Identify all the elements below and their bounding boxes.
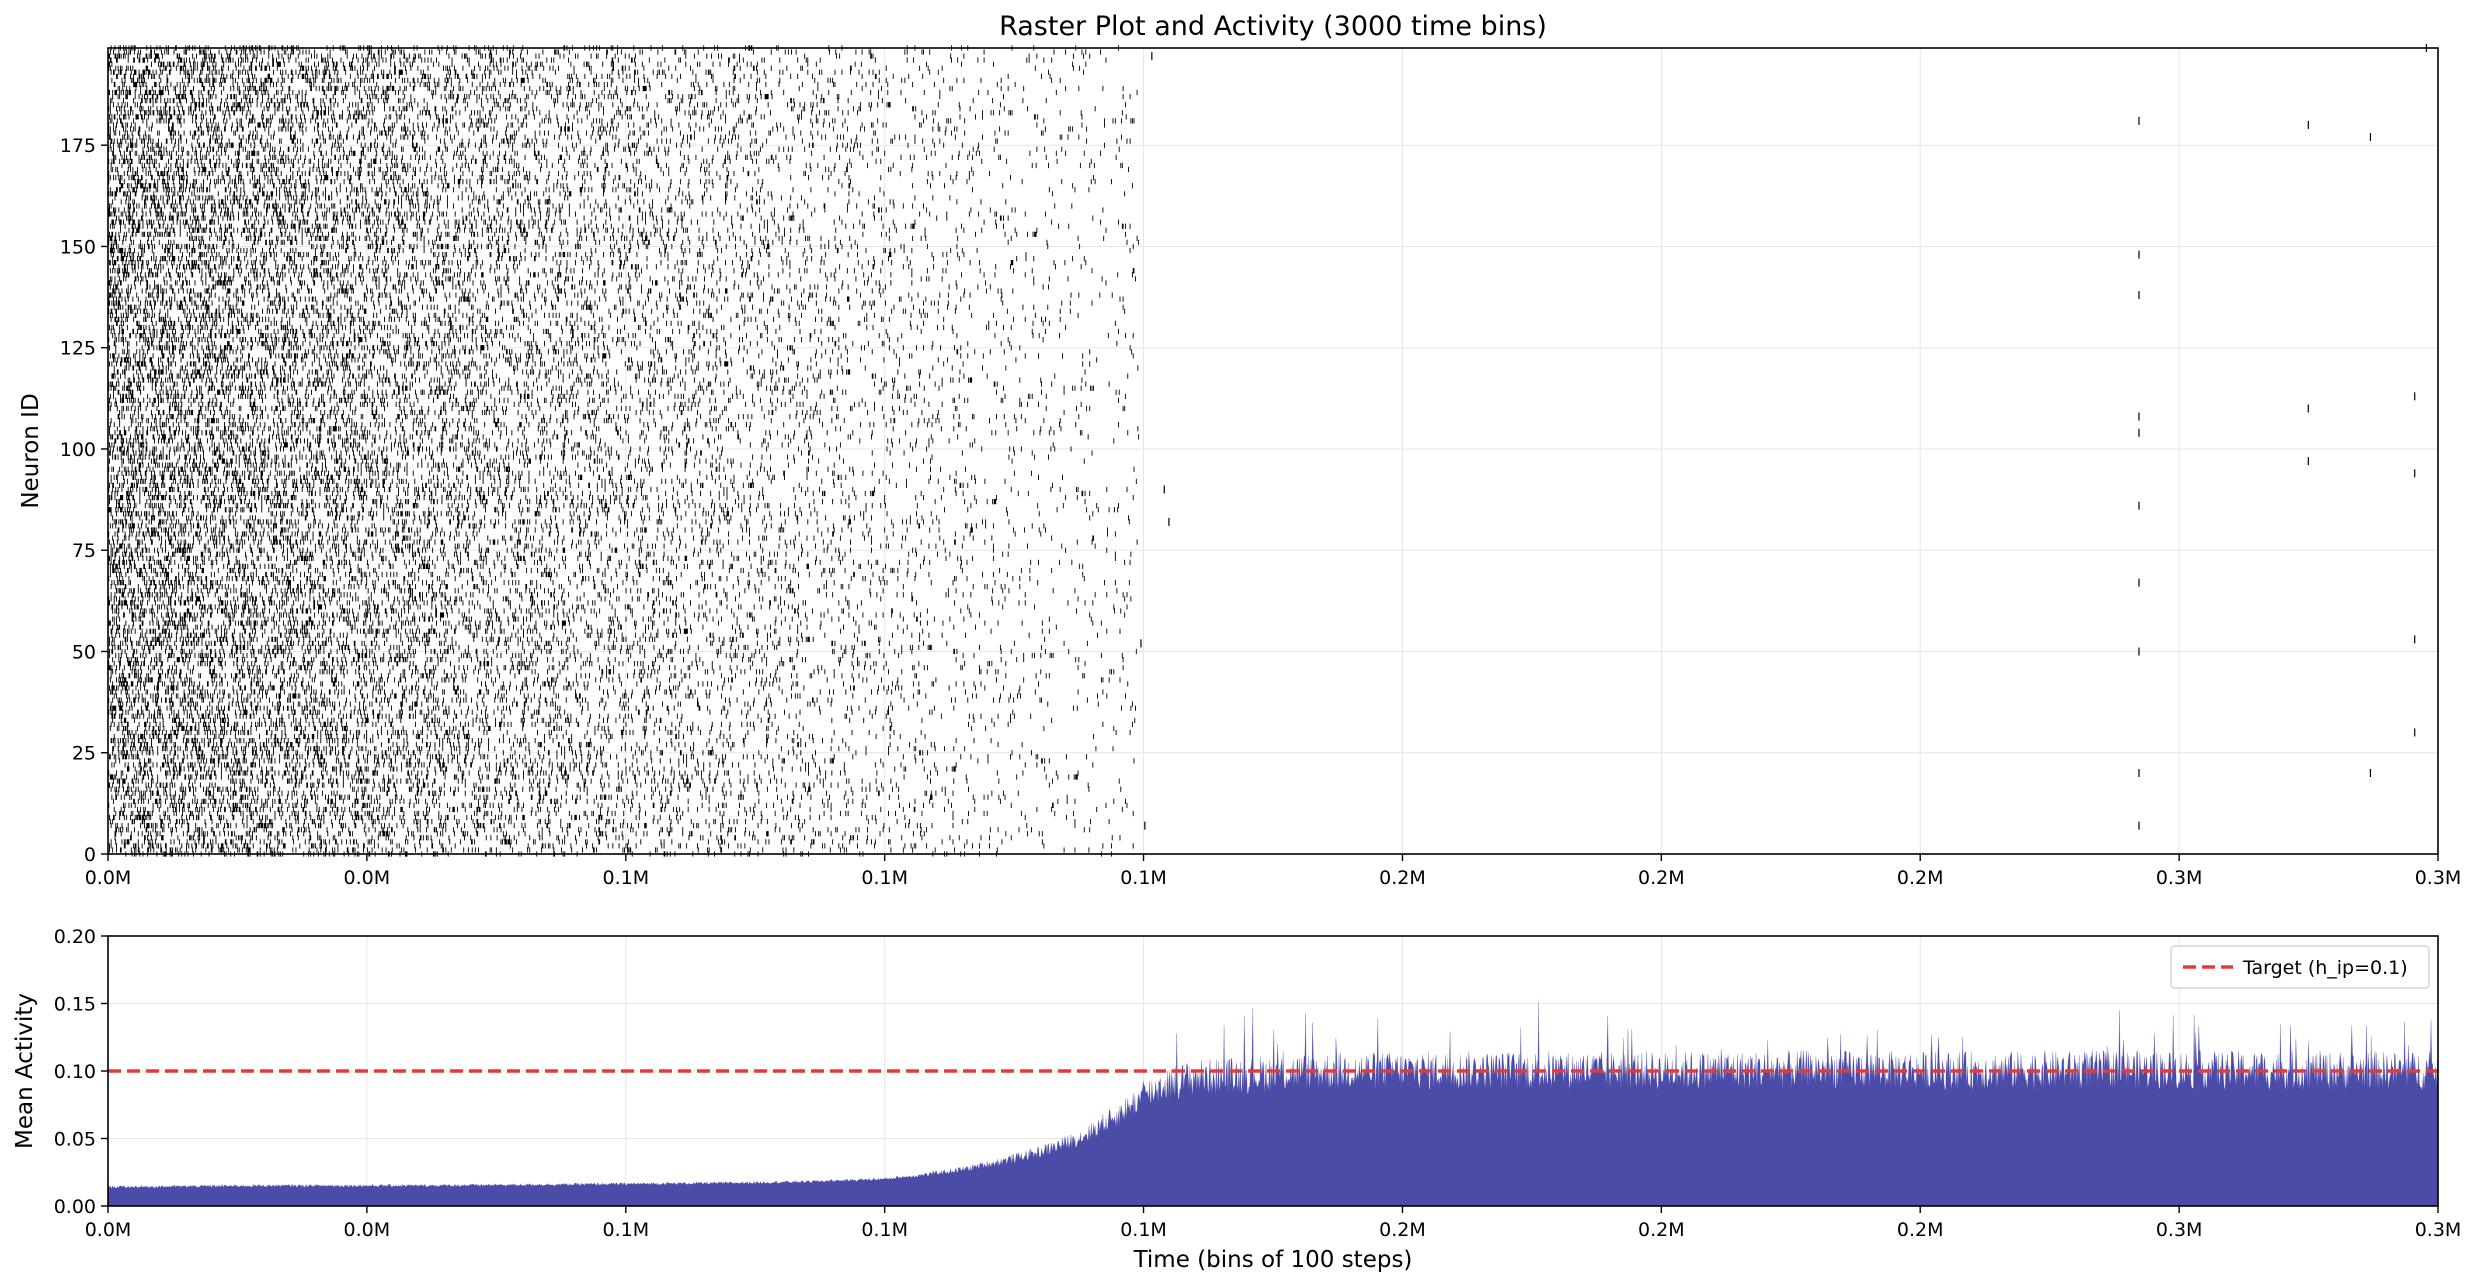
activity-x-tick-label: 0.1M: [602, 1219, 649, 1241]
raster-x-tick-label: 0.3M: [2415, 867, 2462, 889]
legend-box: [2170, 945, 2430, 989]
activity-panel: 0.0M 0.0M 0.1M 0.1M 0.1M 0.2M 0.2M 0.2M 0.3M 0.3M…: [12, 926, 2461, 1273]
raster-y-axis: 0 25 50 75 100 125 150 175: [60, 135, 108, 866]
activity-y-tick-label: 0.00: [54, 1196, 96, 1218]
raster-y-tick-label: 150: [60, 236, 96, 258]
activity-x-tick-label: 0.3M: [2156, 1219, 2203, 1241]
activity-x-tick-label: 0.3M: [2415, 1219, 2462, 1241]
raster-y-tick-label: 175: [60, 135, 96, 157]
activity-y-tick-label: 0.15: [54, 994, 96, 1016]
activity-y-axis-label: Mean Activity: [12, 993, 38, 1149]
raster-x-axis: 0.0M 0.0M 0.1M 0.1M 0.1M 0.2M 0.2M 0.2M 0.3M 0.3M: [85, 854, 2462, 889]
activity-x-tick-label: 0.2M: [1897, 1219, 1944, 1241]
raster-y-tick-label: 75: [72, 540, 96, 562]
legend: Target (h_ip=0.1): [2170, 945, 2430, 989]
activity-y-tick-label: 0.20: [54, 926, 96, 948]
activity-x-axis: 0.0M 0.0M 0.1M 0.1M 0.1M 0.2M 0.2M 0.2M 0.3M 0.3M: [85, 1206, 2462, 1241]
raster-y-axis-label: Neuron ID: [18, 393, 44, 508]
activity-y-axis: 0.00 0.05 0.10 0.15 0.20: [54, 926, 108, 1218]
activity-y-tick-label: 0.10: [54, 1061, 96, 1083]
activity-x-tick-label: 0.0M: [85, 1219, 132, 1241]
activity-x-tick-label: 0.1M: [1120, 1219, 1167, 1241]
raster-axes-frame: [107, 47, 2439, 855]
raster-x-tick-label: 0.2M: [1638, 867, 1685, 889]
raster-x-tick-label: 0.1M: [602, 867, 649, 889]
activity-x-tick-label: 0.2M: [1638, 1219, 1685, 1241]
raster-y-tick-label: 125: [60, 338, 96, 360]
legend-label-target: Target (h_ip=0.1): [2242, 957, 2408, 979]
raster-x-tick-label: 0.2M: [1379, 867, 1426, 889]
chart-title: Raster Plot and Activity (3000 time bins…: [999, 11, 1547, 42]
raster-y-tick-label: 50: [72, 641, 96, 663]
raster-x-tick-label: 0.0M: [344, 867, 391, 889]
raster-panel: Raster Plot and Activity (3000 time bins…: [18, 11, 2461, 889]
activity-y-tick-label: 0.05: [54, 1129, 96, 1151]
raster-x-tick-label: 0.3M: [2156, 867, 2203, 889]
raster-x-tick-label: 0.1M: [861, 867, 908, 889]
activity-x-tick-label: 0.0M: [344, 1219, 391, 1241]
activity-x-axis-label: Time (bins of 100 steps): [1133, 1247, 1413, 1273]
raster-x-tick-label: 0.1M: [1120, 867, 1167, 889]
activity-x-tick-label: 0.1M: [861, 1219, 908, 1241]
activity-x-tick-label: 0.2M: [1379, 1219, 1426, 1241]
raster-x-tick-label: 0.2M: [1897, 867, 1944, 889]
raster-x-tick-label: 0.0M: [85, 867, 132, 889]
raster-y-tick-label: 25: [72, 743, 96, 765]
raster-y-tick-label: 0: [84, 844, 96, 866]
raster-y-tick-label: 100: [60, 439, 96, 461]
